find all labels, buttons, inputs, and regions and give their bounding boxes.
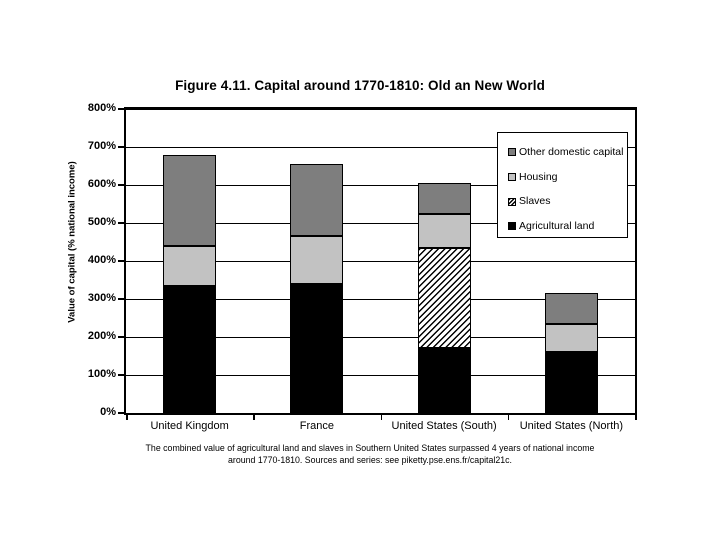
gridline-100 — [126, 374, 635, 376]
legend-item: Housing — [508, 165, 627, 190]
gridline-300 — [126, 298, 635, 300]
x-category-label: United States (North) — [519, 420, 624, 432]
y-tick-label: 500% — [87, 216, 116, 228]
y-tick-label: 400% — [87, 254, 116, 266]
bar-segment-agricultural-land — [417, 348, 471, 413]
y-tick-mark — [118, 146, 124, 148]
legend-swatch-agricultural-land — [508, 222, 516, 231]
legend-item: Other domestic capital — [508, 140, 627, 165]
y-tick-label: 0% — [100, 406, 116, 418]
y-tick-label: 800% — [87, 102, 116, 114]
bar-segment-agricultural-land — [163, 285, 217, 413]
bar-segment-housing — [544, 323, 598, 353]
bar-segment-other-domestic-capital — [290, 164, 344, 237]
y-tick-mark — [118, 298, 124, 300]
legend-swatch-other-domestic-capital — [508, 148, 516, 157]
x-tick-mark — [635, 415, 637, 420]
gridline-800 — [126, 108, 635, 110]
legend-item: Slaves — [508, 189, 627, 214]
y-tick-label: 100% — [87, 368, 116, 380]
x-tick-mark — [126, 415, 128, 420]
y-tick-mark — [118, 374, 124, 376]
legend-swatch-housing — [508, 173, 516, 182]
caption-line-1: The combined value of agricultural land … — [145, 443, 595, 453]
bar-segment-housing — [163, 245, 217, 286]
bar-segment-other-domestic-capital — [417, 183, 471, 214]
legend-label: Slaves — [519, 195, 551, 208]
caption-line-2: around 1770-1810. Sources and series: se… — [228, 454, 512, 465]
bar-segment-slaves — [417, 247, 471, 349]
gridline-500 — [126, 222, 635, 224]
y-tick-label: 700% — [87, 140, 116, 152]
gridline-200 — [126, 336, 635, 338]
legend-item: Agricultural land — [508, 214, 627, 239]
x-category-label: United Kingdom — [150, 420, 229, 432]
bar-segment-other-domestic-capital — [163, 154, 217, 246]
y-tick-mark — [118, 412, 124, 414]
bar-segment-housing — [417, 213, 471, 248]
chart-title: Figure 4.11. Capital around 1770-1810: O… — [175, 78, 545, 93]
bar-segment-housing — [290, 236, 344, 284]
gridline-600 — [126, 184, 635, 186]
gridline-700 — [126, 146, 635, 148]
legend-label: Other domestic capital — [519, 145, 624, 158]
x-category-label: United States (South) — [391, 420, 497, 432]
chart-caption: The combined value of agricultural land … — [60, 443, 680, 466]
x-tick-mark — [507, 415, 510, 420]
x-tick-mark — [380, 415, 382, 420]
legend-swatch-slaves — [508, 197, 516, 206]
gridline-400 — [126, 260, 635, 262]
y-tick-mark — [118, 260, 124, 262]
y-tick-mark — [118, 222, 124, 224]
legend-label: Housing — [519, 170, 558, 183]
x-category-label: France — [299, 420, 334, 432]
y-tick-mark — [118, 184, 124, 186]
x-tick-mark — [253, 415, 255, 420]
y-tick-mark — [118, 336, 124, 338]
bar-segment-agricultural-land — [544, 352, 598, 413]
y-tick-label: 200% — [87, 330, 116, 342]
y-tick-label: 600% — [87, 178, 116, 190]
y-tick-label: 300% — [87, 292, 116, 304]
bar-segment-agricultural-land — [290, 283, 344, 413]
y-tick-mark — [118, 108, 124, 110]
legend-label: Agricultural land — [519, 219, 595, 232]
legend-box: Other domestic capital Housing Slaves Agric… — [497, 132, 628, 238]
bar-segment-other-domestic-capital — [544, 293, 598, 324]
